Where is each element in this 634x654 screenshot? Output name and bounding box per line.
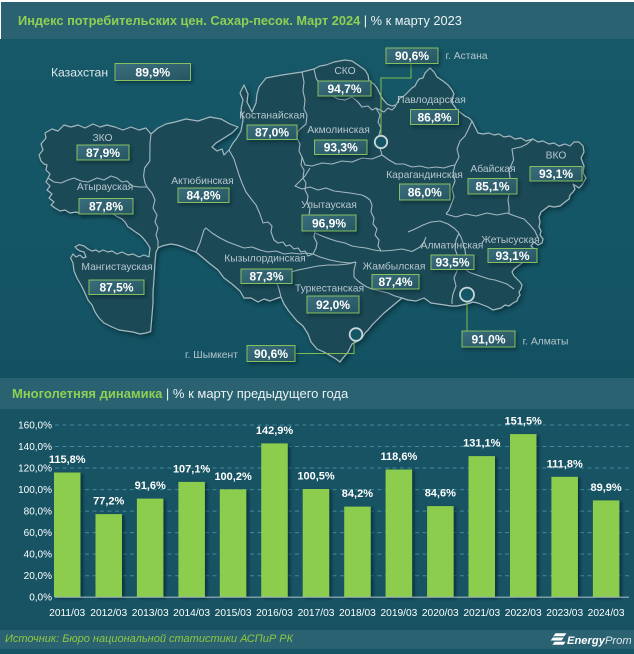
svg-text:96,9%: 96,9% <box>312 216 346 230</box>
svg-text:2018/03: 2018/03 <box>339 608 376 619</box>
svg-text:0,0%: 0,0% <box>29 593 52 604</box>
svg-text:г. Астана: г. Астана <box>446 51 488 62</box>
svg-text:2013/03: 2013/03 <box>132 608 169 619</box>
svg-text:Костанайская: Костанайская <box>239 111 305 122</box>
svg-text:87,0%: 87,0% <box>255 126 289 140</box>
svg-text:100,5%: 100,5% <box>297 471 335 483</box>
svg-text:115,8%: 115,8% <box>49 454 86 466</box>
svg-text:77,2%: 77,2% <box>93 496 124 508</box>
svg-text:87,5%: 87,5% <box>99 281 133 295</box>
svg-text:Актюбинская: Актюбинская <box>171 175 233 187</box>
svg-text:2016/03: 2016/03 <box>256 608 293 619</box>
svg-text:87,8%: 87,8% <box>89 200 123 214</box>
svg-text:EnergyProm: EnergyProm <box>567 635 631 647</box>
svg-text:Жамбылская: Жамбылская <box>363 261 426 273</box>
svg-text:86,8%: 86,8% <box>417 110 451 124</box>
svg-text:100,2%: 100,2% <box>214 471 252 483</box>
svg-text:90,6%: 90,6% <box>395 49 429 63</box>
svg-text:84,6%: 84,6% <box>425 488 456 500</box>
svg-text:89,9%: 89,9% <box>135 65 170 79</box>
svg-text:93,3%: 93,3% <box>324 141 358 155</box>
svg-text:г. Алматы: г. Алматы <box>523 337 569 348</box>
svg-text:160,0%: 160,0% <box>18 420 52 431</box>
svg-text:Кызылординская: Кызылординская <box>224 254 306 265</box>
svg-text:84,2%: 84,2% <box>342 488 373 500</box>
svg-text:93,1%: 93,1% <box>495 249 529 263</box>
svg-text:2019/03: 2019/03 <box>380 608 417 619</box>
svg-text:2020/03: 2020/03 <box>422 608 459 619</box>
svg-text:80,0%: 80,0% <box>24 507 52 518</box>
svg-text:20,0%: 20,0% <box>24 571 52 582</box>
svg-text:СКО: СКО <box>334 66 355 77</box>
svg-text:ВКО: ВКО <box>546 151 567 162</box>
svg-text:85,1%: 85,1% <box>475 180 509 194</box>
svg-text:Абайская: Абайская <box>470 163 515 175</box>
svg-text:Карагандинская: Карагандинская <box>386 170 463 181</box>
svg-text:142,9%: 142,9% <box>256 425 294 437</box>
svg-text:Казахстан: Казахстан <box>51 66 108 80</box>
svg-text:151,5%: 151,5% <box>505 416 543 428</box>
svg-text:2011/03: 2011/03 <box>49 608 85 619</box>
svg-text:100,0%: 100,0% <box>18 485 52 496</box>
svg-text:111,8%: 111,8% <box>547 458 583 470</box>
svg-text:Акмолинская: Акмолинская <box>307 125 370 136</box>
svg-text:60,0%: 60,0% <box>24 528 52 539</box>
svg-text:91,0%: 91,0% <box>471 332 505 346</box>
svg-text:86,0%: 86,0% <box>408 185 442 199</box>
svg-text:84,8%: 84,8% <box>186 189 220 203</box>
svg-text:118,6%: 118,6% <box>381 451 418 463</box>
svg-text:2022/03: 2022/03 <box>505 608 542 619</box>
svg-text:2012/03: 2012/03 <box>90 608 127 619</box>
svg-text:107,1%: 107,1% <box>173 463 211 475</box>
svg-text:2021/03: 2021/03 <box>463 608 500 619</box>
svg-text:2017/03: 2017/03 <box>298 608 335 619</box>
svg-text:Жетысуская: Жетысуская <box>481 235 539 246</box>
svg-text:87,9%: 87,9% <box>86 146 120 160</box>
svg-text:93,5%: 93,5% <box>435 256 469 270</box>
svg-text:2024/03: 2024/03 <box>588 608 625 619</box>
svg-text:120,0%: 120,0% <box>18 463 52 474</box>
svg-text:2014/03: 2014/03 <box>173 608 210 619</box>
svg-text:Павлодарская: Павлодарская <box>397 95 466 106</box>
svg-text:Алматинская: Алматинская <box>421 241 484 252</box>
svg-text:94,7%: 94,7% <box>327 82 361 96</box>
svg-text:40,0%: 40,0% <box>24 550 52 561</box>
svg-text:90,6%: 90,6% <box>254 347 288 361</box>
svg-text:Туркестанская: Туркестанская <box>295 284 364 295</box>
svg-text:87,3%: 87,3% <box>249 270 283 284</box>
svg-text:г. Шымкент: г. Шымкент <box>185 350 238 361</box>
svg-text:Мангистауская: Мангистауская <box>81 262 152 273</box>
svg-text:2023/03: 2023/03 <box>546 608 583 619</box>
svg-text:Улытауская: Улытауская <box>301 200 357 211</box>
svg-text:131,1%: 131,1% <box>463 438 501 450</box>
svg-text:93,1%: 93,1% <box>539 167 573 181</box>
svg-text:2015/03: 2015/03 <box>215 608 252 619</box>
svg-text:140,0%: 140,0% <box>18 442 52 453</box>
svg-text:92,0%: 92,0% <box>316 298 350 312</box>
svg-text:87,4%: 87,4% <box>378 275 412 289</box>
svg-text:ЗКО: ЗКО <box>92 133 112 144</box>
svg-text:Атырауская: Атырауская <box>77 182 133 193</box>
svg-text:91,6%: 91,6% <box>135 480 166 492</box>
svg-text:89,9%: 89,9% <box>590 482 621 494</box>
